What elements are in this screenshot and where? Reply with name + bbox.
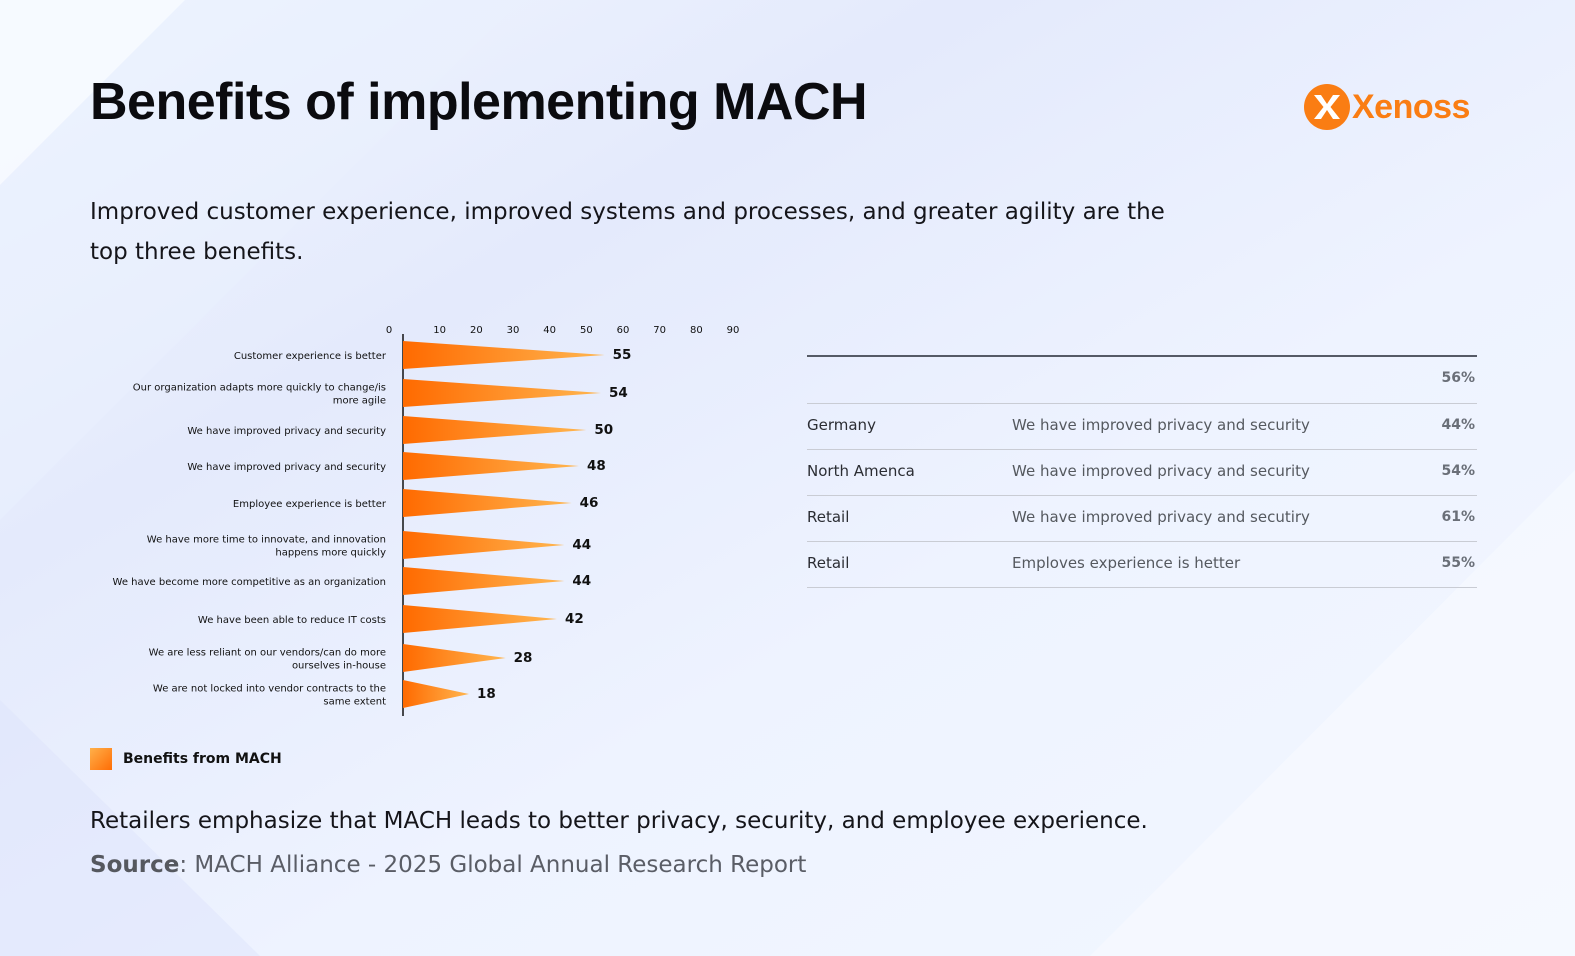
bars: 55 Customer experience is better 54 Our org… <box>113 341 632 708</box>
category-label: We have more time to innovate, and innov… <box>147 535 386 546</box>
x-tick-label: 30 <box>507 325 520 336</box>
source-label: Source <box>90 852 180 878</box>
footer-note: Retailers emphasize that MACH leads to b… <box>90 808 1148 834</box>
bar <box>403 489 572 517</box>
subtitle: Improved customer experience, improved s… <box>90 199 1165 265</box>
logo-text: Xenoss <box>1352 87 1470 126</box>
bar-chart: 0 10 20 30 40 50 60 70 80 90 55 Customer experienc… <box>113 325 740 716</box>
table-cell-benefit: We have improved privacy and secutiry <box>1012 508 1310 526</box>
x-tick-label: 0 <box>386 325 392 336</box>
category-label: We are not locked into vendor contracts … <box>153 684 386 695</box>
source-text: : MACH Alliance - 2025 Global Annual Res… <box>179 852 807 878</box>
data-label: 50 <box>594 422 613 438</box>
x-tick-label: 40 <box>543 325 556 336</box>
data-label: 55 <box>613 347 632 363</box>
table-row: Germany We have improved privacy and sec… <box>807 404 1477 450</box>
category-label: more agile <box>333 396 386 407</box>
table-cell-benefit: We have improved privacy and security <box>1012 462 1310 480</box>
table-cell-value: 55% <box>1441 555 1475 571</box>
bar <box>403 680 469 708</box>
logo: Xenoss <box>1304 84 1470 130</box>
table-cell-region: Retail <box>807 554 850 572</box>
category-label: Customer experience is better <box>234 351 387 362</box>
category-label: We have become more competitive as an or… <box>113 577 386 588</box>
category-label: We have been able to reduce IT costs <box>198 615 386 626</box>
table-row: Retail We have improved privacy and secu… <box>807 496 1477 542</box>
category-label: same extent <box>323 697 386 708</box>
data-label: 18 <box>477 686 496 702</box>
table-cell-benefit: We have improved privacy and security <box>1012 416 1310 434</box>
x-axis-ticks: 0 10 20 30 40 50 60 70 80 90 <box>386 325 740 336</box>
category-label: Our organization adapts more quickly to … <box>133 383 386 394</box>
source-line: Source: MACH Alliance - 2025 Global Annu… <box>90 852 806 878</box>
table-cell-region: North Amenca <box>807 462 915 480</box>
x-tick-label: 60 <box>617 325 630 336</box>
category-label: Employee experience is better <box>233 499 387 510</box>
x-tick-label: 10 <box>433 325 446 336</box>
bar <box>403 644 506 672</box>
category-label: We are less reliant on our vendors/can d… <box>149 648 386 659</box>
x-tick-label: 50 <box>580 325 593 336</box>
table-top-rule <box>807 355 1477 357</box>
table-cell-value: 56% <box>1441 370 1475 386</box>
legend-label: Benefits from MACH <box>123 751 282 767</box>
bar <box>403 341 605 369</box>
data-label: 48 <box>587 458 606 474</box>
data-label: 28 <box>514 650 533 666</box>
legend-swatch <box>90 748 112 770</box>
data-label: 54 <box>609 385 628 401</box>
data-label: 42 <box>565 611 584 627</box>
category-label: We have improved privacy and security <box>187 462 386 473</box>
table-cell-value: 54% <box>1441 463 1475 479</box>
table-cell-region: Retail <box>807 508 850 526</box>
data-label: 46 <box>580 495 599 511</box>
category-label: happens more quickly <box>275 548 386 559</box>
region-table: 56% Germany We have improved privacy and… <box>807 355 1477 588</box>
page-title: Benefits of implementing MACH <box>90 73 868 131</box>
table-row: North Amenca We have improved privacy an… <box>807 450 1477 496</box>
bar <box>403 567 565 595</box>
x-tick-label: 20 <box>470 325 483 336</box>
table-cell-region: Germany <box>807 416 876 434</box>
bar <box>403 416 587 444</box>
legend: Benefits from MACH <box>90 748 282 770</box>
table-row: 56% <box>807 357 1477 404</box>
xenoss-logo-icon <box>1304 84 1350 130</box>
bar <box>403 605 557 633</box>
category-label: ourselves in-house <box>292 661 386 672</box>
table-cell-value: 44% <box>1441 417 1475 433</box>
table-row: Retail Emploves experience is hetter 55% <box>807 542 1477 588</box>
bar <box>403 379 601 407</box>
table-cell-benefit: Emploves experience is hetter <box>1012 554 1241 572</box>
bar <box>403 452 579 480</box>
x-tick-label: 70 <box>653 325 666 336</box>
x-tick-label: 90 <box>727 325 740 336</box>
data-label: 44 <box>572 537 591 553</box>
data-label: 44 <box>572 573 591 589</box>
table-cell-value: 61% <box>1441 509 1475 525</box>
category-label: We have improved privacy and security <box>187 426 386 437</box>
x-tick-label: 80 <box>690 325 703 336</box>
bar <box>403 531 565 559</box>
